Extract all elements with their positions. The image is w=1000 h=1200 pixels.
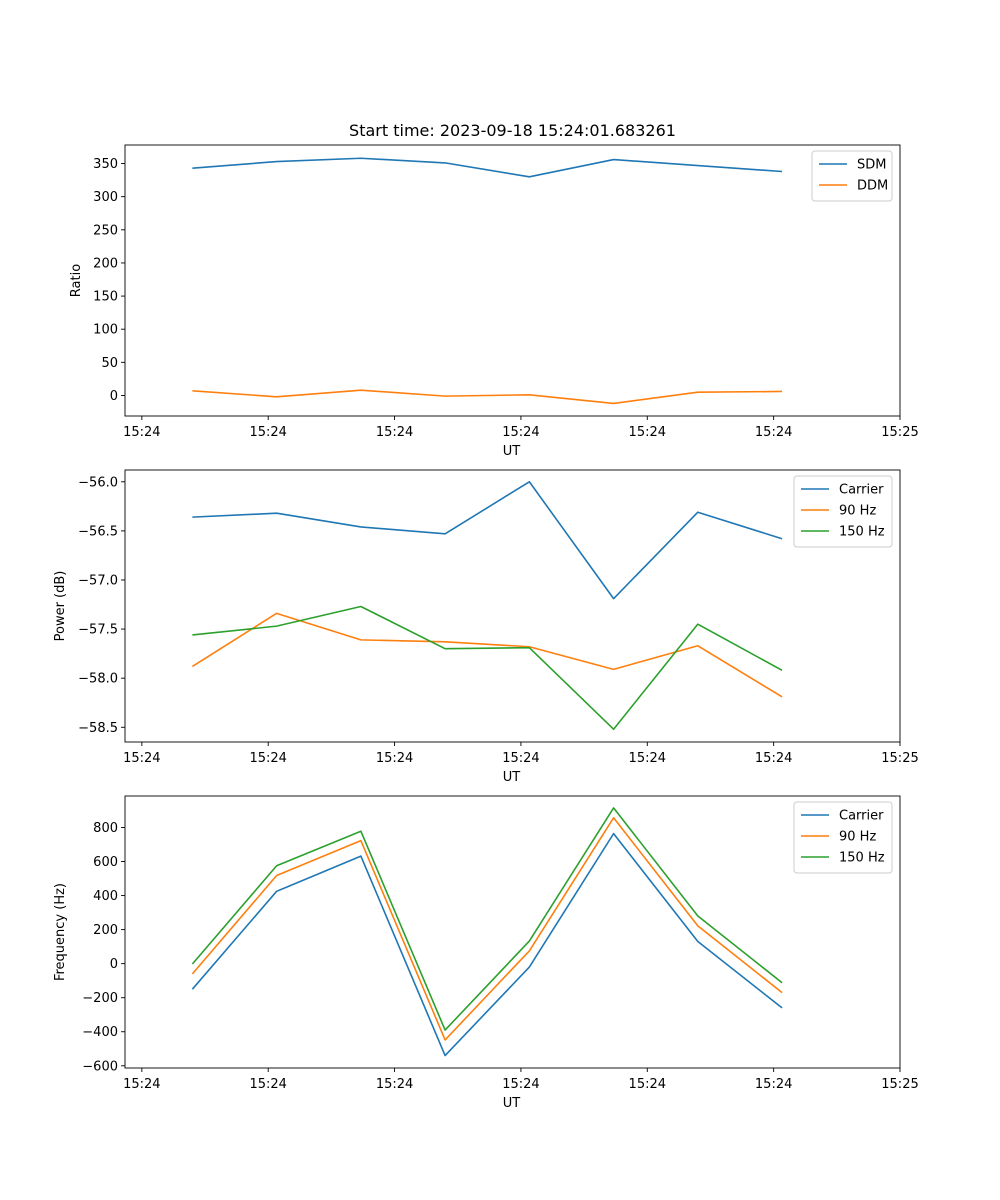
x-axis-label: UT: [503, 1096, 521, 1111]
x-tick-label: 15:24: [249, 425, 286, 440]
y-tick-label: −200: [82, 991, 118, 1006]
y-tick-label: 100: [93, 323, 118, 338]
axes-frame: [124, 144, 901, 417]
x-tick-label: 15:24: [629, 751, 666, 766]
series-line-carrier: [192, 480, 783, 600]
y-tick-label: 300: [93, 190, 118, 205]
y-tick-label: −600: [82, 1059, 118, 1074]
x-tick-label: 15:24: [502, 425, 539, 440]
chart-panel-3: 15:24 15:24 15:24 15:24 15:24 15:24 15:25 −600 −…: [53, 795, 919, 1111]
x-tick-label: 15:24: [249, 1077, 286, 1092]
y-tick-label: 600: [93, 855, 118, 870]
x-tick-label: 15:24: [376, 425, 413, 440]
series-line-150-hz: [191, 807, 783, 1031]
y-tick-label: 250: [93, 223, 118, 238]
x-tick-label: 15:24: [629, 425, 666, 440]
y-tick-label: 0: [110, 389, 118, 404]
x-tick-label: 15:24: [755, 751, 792, 766]
legend: Carrier 90 Hz 150 Hz: [793, 801, 893, 874]
y-tick-label: 800: [93, 821, 118, 836]
x-tick-label: 15:24: [249, 751, 286, 766]
x-tick-label: 15:24: [376, 751, 413, 766]
chart-title: Start time: 2023-09-18 15:24:01.683261: [349, 121, 676, 140]
legend-box: [793, 801, 893, 874]
chart-panel-2: 15:24 15:24 15:24 15:24 15:24 15:24 15:25 −58.5…: [53, 469, 919, 785]
legend-label: Carrier: [839, 483, 884, 498]
y-axis-label: Power (dB): [53, 571, 68, 642]
x-tick-label: 15:24: [629, 1077, 666, 1092]
y-tick-label: 200: [93, 923, 118, 938]
x-axis-label: UT: [503, 770, 521, 785]
x-tick-label: 15:24: [502, 751, 539, 766]
series-line-150-hz: [192, 605, 783, 731]
y-axis-label: Frequency (Hz): [53, 883, 68, 981]
y-tick-label: 150: [93, 290, 118, 305]
series-line-90-hz: [191, 612, 783, 698]
y-tick-label: −58.0: [78, 672, 118, 687]
axes-frame: [124, 469, 901, 743]
legend-label: DDM: [857, 179, 888, 194]
y-tick-label: 400: [93, 889, 118, 904]
x-tick-label: 15:25: [881, 425, 918, 440]
x-tick-label: 15:24: [755, 1077, 792, 1092]
legend: Carrier 90 Hz 150 Hz: [793, 475, 893, 548]
legend-label: Carrier: [839, 809, 884, 824]
legend-label: 150 Hz: [839, 525, 885, 540]
x-tick-label: 15:24: [376, 1077, 413, 1092]
y-tick-label: −56.0: [78, 475, 118, 490]
x-tick-label: 15:24: [502, 1077, 539, 1092]
y-tick-label: 200: [93, 256, 118, 271]
x-tick-label: 15:24: [123, 1077, 160, 1092]
x-tick-label: 15:25: [881, 1077, 918, 1092]
x-tick-label: 15:24: [755, 425, 792, 440]
legend-box: [793, 475, 893, 548]
y-tick-label: 350: [93, 157, 118, 172]
y-tick-label: −57.5: [78, 623, 118, 638]
x-tick-label: 15:24: [123, 425, 160, 440]
series-line-sdm: [192, 157, 783, 178]
legend-label: 90 Hz: [839, 830, 876, 845]
y-tick-label: 0: [110, 957, 118, 972]
y-axis-label: Ratio: [69, 264, 84, 297]
series-line-90-hz: [191, 816, 783, 1041]
y-tick-label: −58.5: [78, 721, 118, 736]
y-tick-label: 50: [101, 356, 118, 371]
y-tick-label: −56.5: [78, 524, 118, 539]
y-tick-label: −400: [82, 1025, 118, 1040]
x-tick-label: 15:25: [881, 751, 918, 766]
y-tick-label: −57.0: [78, 573, 118, 588]
series-line-ddm: [192, 389, 783, 405]
x-axis-label: UT: [503, 444, 521, 459]
legend-label: 90 Hz: [839, 504, 876, 519]
legend: SDM DDM: [811, 150, 893, 202]
x-tick-label: 15:24: [123, 751, 160, 766]
series-line-carrier: [191, 832, 783, 1057]
axes-frame: [124, 795, 901, 1069]
chart-panel-1: 15:24 15:24 15:24 15:24 15:24 15:24 15:25 0 50 10…: [69, 121, 919, 459]
legend-label: SDM: [857, 158, 886, 173]
legend-label: 150 Hz: [839, 851, 885, 866]
